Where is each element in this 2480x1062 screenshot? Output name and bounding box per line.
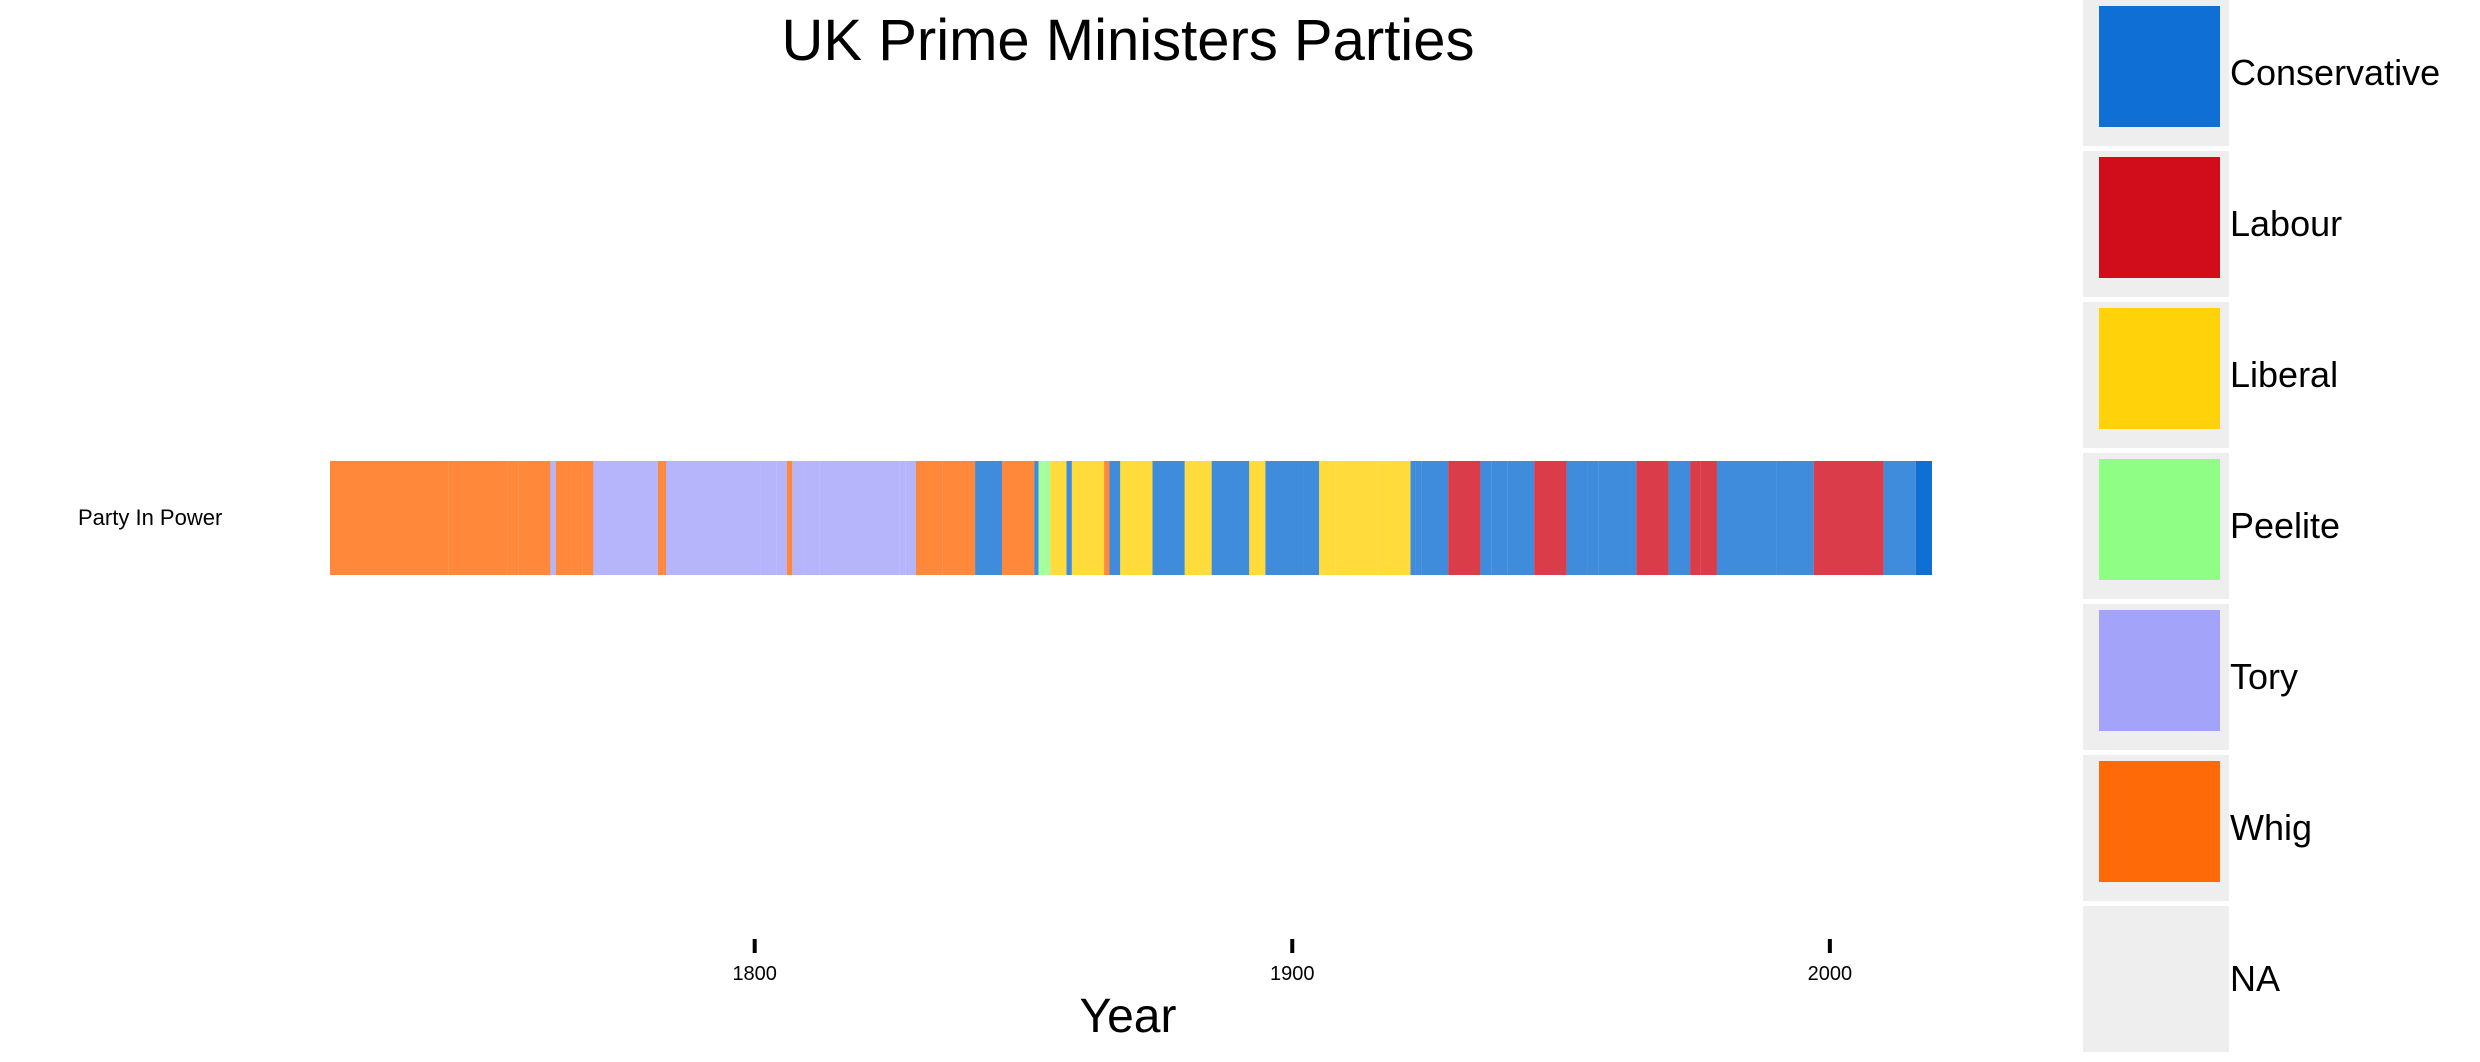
bar-segment-tory-19 — [819, 461, 900, 575]
x-axis-ticks: 1800 1900 2000 — [732, 939, 1852, 985]
row-label: Party In Power — [78, 505, 222, 530]
bar-segment-whig-23 — [937, 461, 943, 575]
bar-segment-liberal-43 — [1335, 461, 1379, 575]
legend-label-whig: Whig — [2230, 807, 2312, 848]
legend-label-labour: Labour — [2230, 203, 2342, 244]
x-tick-label-1800: 1800 — [732, 963, 777, 985]
bar-segment-peelite-28 — [1038, 461, 1051, 575]
legend-swatch-whig — [2099, 761, 2220, 882]
bar-segment-conservative-47 — [1421, 461, 1449, 575]
bar-segment-conservative-38 — [1217, 461, 1250, 575]
legend-label-tory: Tory — [2230, 656, 2298, 697]
bar-segment-tory-18 — [803, 461, 820, 575]
bar-segment-conservative-65 — [1883, 461, 1916, 575]
bar-segment-conservative-49 — [1480, 461, 1492, 575]
x-tick-label-2000: 2000 — [1808, 963, 1853, 985]
bar-segment-labour-59 — [1690, 461, 1701, 575]
bar-segment-tory-20 — [899, 461, 906, 575]
legend-swatch-tory — [2099, 610, 2220, 731]
legend-swatch-labour — [2099, 157, 2220, 278]
x-tick-label-1900: 1900 — [1270, 963, 1315, 985]
bar-segment-conservative-55 — [1598, 461, 1631, 575]
bar-segment-whig-11 — [657, 461, 664, 575]
legend-label-conservative: Conservative — [2230, 52, 2440, 93]
bar-segment-tory-14 — [760, 461, 777, 575]
bar-segment-conservative-50 — [1491, 461, 1508, 575]
bar-segment-labour-52 — [1534, 461, 1567, 575]
bar-segment-labour-57 — [1636, 461, 1669, 575]
bar-segment-liberal-44 — [1378, 461, 1411, 575]
bar-segment-liberal-42 — [1319, 461, 1336, 575]
bar-segment-conservative-56 — [1630, 461, 1637, 575]
bar-segment-conservative-66 — [1915, 461, 1932, 575]
bar-segment-tory-13 — [665, 461, 761, 575]
bar-segment-whig-3 — [518, 461, 524, 575]
bar-segment-conservative-46 — [1415, 461, 1422, 575]
bar-segment-conservative-37 — [1211, 461, 1218, 575]
bar-segment-whig-8 — [571, 461, 583, 575]
bar-segment-conservative-61 — [1716, 461, 1777, 575]
bar-segment-whig-24 — [942, 461, 976, 575]
bar-segment-tory-21 — [905, 461, 916, 575]
bar-segment-tory-17 — [792, 461, 804, 575]
bar-segment-liberal-39 — [1249, 461, 1266, 575]
bar-segment-conservative-30 — [1066, 461, 1072, 575]
legend-key-bg-na — [2083, 906, 2229, 1052]
bar-segment-conservative-54 — [1587, 461, 1599, 575]
bar-segment-whig-6 — [555, 461, 567, 575]
legend: Conservative Labour Liberal Peelite Tory Whig… — [2083, 0, 2440, 1052]
bar-segment-whig-26 — [1001, 461, 1035, 575]
bar-segment-whig-4 — [523, 461, 551, 575]
bar-segment-labour-48 — [1448, 461, 1481, 575]
bar-segment-conservative-53 — [1566, 461, 1588, 575]
bar-segment-labour-60 — [1700, 461, 1717, 575]
legend-label-peelite: Peelite — [2230, 505, 2340, 546]
bar-segment-conservative-62 — [1776, 461, 1814, 575]
bar-segment-conservative-25 — [975, 461, 1002, 575]
bar-segment-conservative-51 — [1507, 461, 1535, 575]
bar-segment-whig-2 — [507, 461, 519, 575]
bar-segment-whig-12 — [663, 461, 666, 575]
bar-segment-whig-0 — [330, 461, 449, 575]
bar-segment-tory-5 — [550, 461, 556, 575]
bar-segment-conservative-40 — [1265, 461, 1304, 575]
legend-swatch-liberal — [2099, 308, 2220, 429]
bar-segment-conservative-33 — [1109, 461, 1121, 575]
bar-segment-whig-22 — [915, 461, 938, 575]
chart-title: UK Prime Ministers Parties — [782, 8, 1475, 73]
bar-segment-whig-16 — [786, 461, 793, 575]
bar-segment-conservative-35 — [1152, 461, 1185, 575]
bar-segment-whig-32 — [1104, 461, 1110, 575]
bar-segment-whig-7 — [566, 461, 572, 575]
legend-label-na: NA — [2230, 958, 2280, 999]
x-axis-title: Year — [1080, 990, 1177, 1043]
legend-swatch-conservative — [2099, 6, 2220, 127]
bar-segment-labour-63 — [1813, 461, 1868, 575]
bar-segment-liberal-29 — [1050, 461, 1067, 575]
bar-segment-liberal-34 — [1120, 461, 1153, 575]
bar-segment-conservative-41 — [1303, 461, 1320, 575]
bar-segment-conservative-58 — [1668, 461, 1691, 575]
legend-swatch-peelite — [2099, 459, 2220, 580]
bar-segment-whig-1 — [448, 461, 508, 575]
bar-segment-tory-10 — [593, 461, 658, 575]
legend-label-liberal: Liberal — [2230, 354, 2338, 395]
bar-segment-liberal-36 — [1184, 461, 1212, 575]
bar-segment-conservative-45 — [1410, 461, 1416, 575]
bar-segment-labour-64 — [1867, 461, 1884, 575]
bar-segment-conservative-27 — [1034, 461, 1039, 575]
bar-segment-tory-15 — [776, 461, 787, 575]
party-bar — [330, 461, 1932, 575]
bar-segment-whig-9 — [582, 461, 594, 575]
bar-segment-liberal-31 — [1071, 461, 1105, 575]
